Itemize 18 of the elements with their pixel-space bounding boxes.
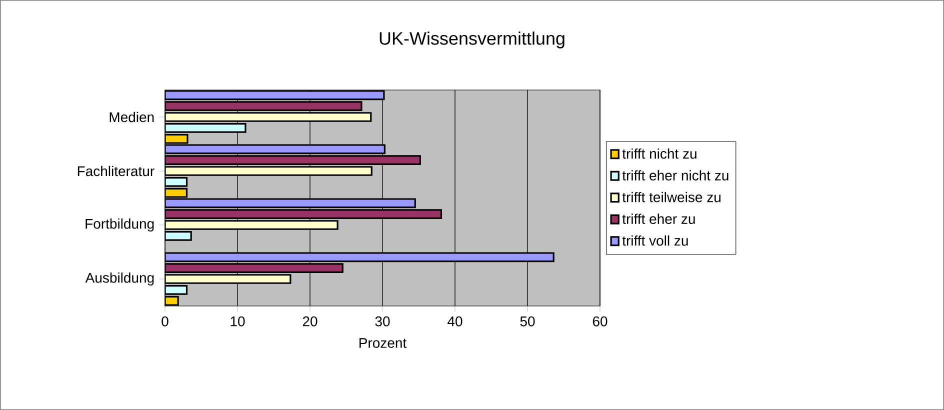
y-tick-label: Medien — [110, 112, 154, 122]
y-tick-label: Fortbildung — [86, 218, 154, 232]
chart-title: UK-Wissensvermittlung — [380, 32, 564, 48]
x-tick-label: 10 — [230, 316, 245, 326]
x-tick-label: 30 — [375, 316, 390, 326]
legend-label: trifft eher zu — [622, 214, 695, 224]
y-tick-label: Fachliteratur — [78, 166, 154, 176]
x-tick-label: 60 — [592, 316, 608, 326]
y-tick-label: Ausbildung — [85, 272, 154, 286]
x-axis-title: Prozent — [360, 338, 407, 348]
legend-label: trifft eher nicht zu — [622, 170, 728, 180]
x-tick-label: 0 — [162, 316, 168, 326]
x-tick-label: 20 — [302, 316, 318, 326]
x-tick-label: 40 — [448, 316, 462, 326]
legend-label: trifft voll zu — [622, 235, 688, 246]
legend-label: trifft nicht zu — [622, 148, 696, 159]
x-tick-label: 50 — [520, 316, 535, 326]
legend-label: trifft teilweise zu — [622, 192, 720, 202]
